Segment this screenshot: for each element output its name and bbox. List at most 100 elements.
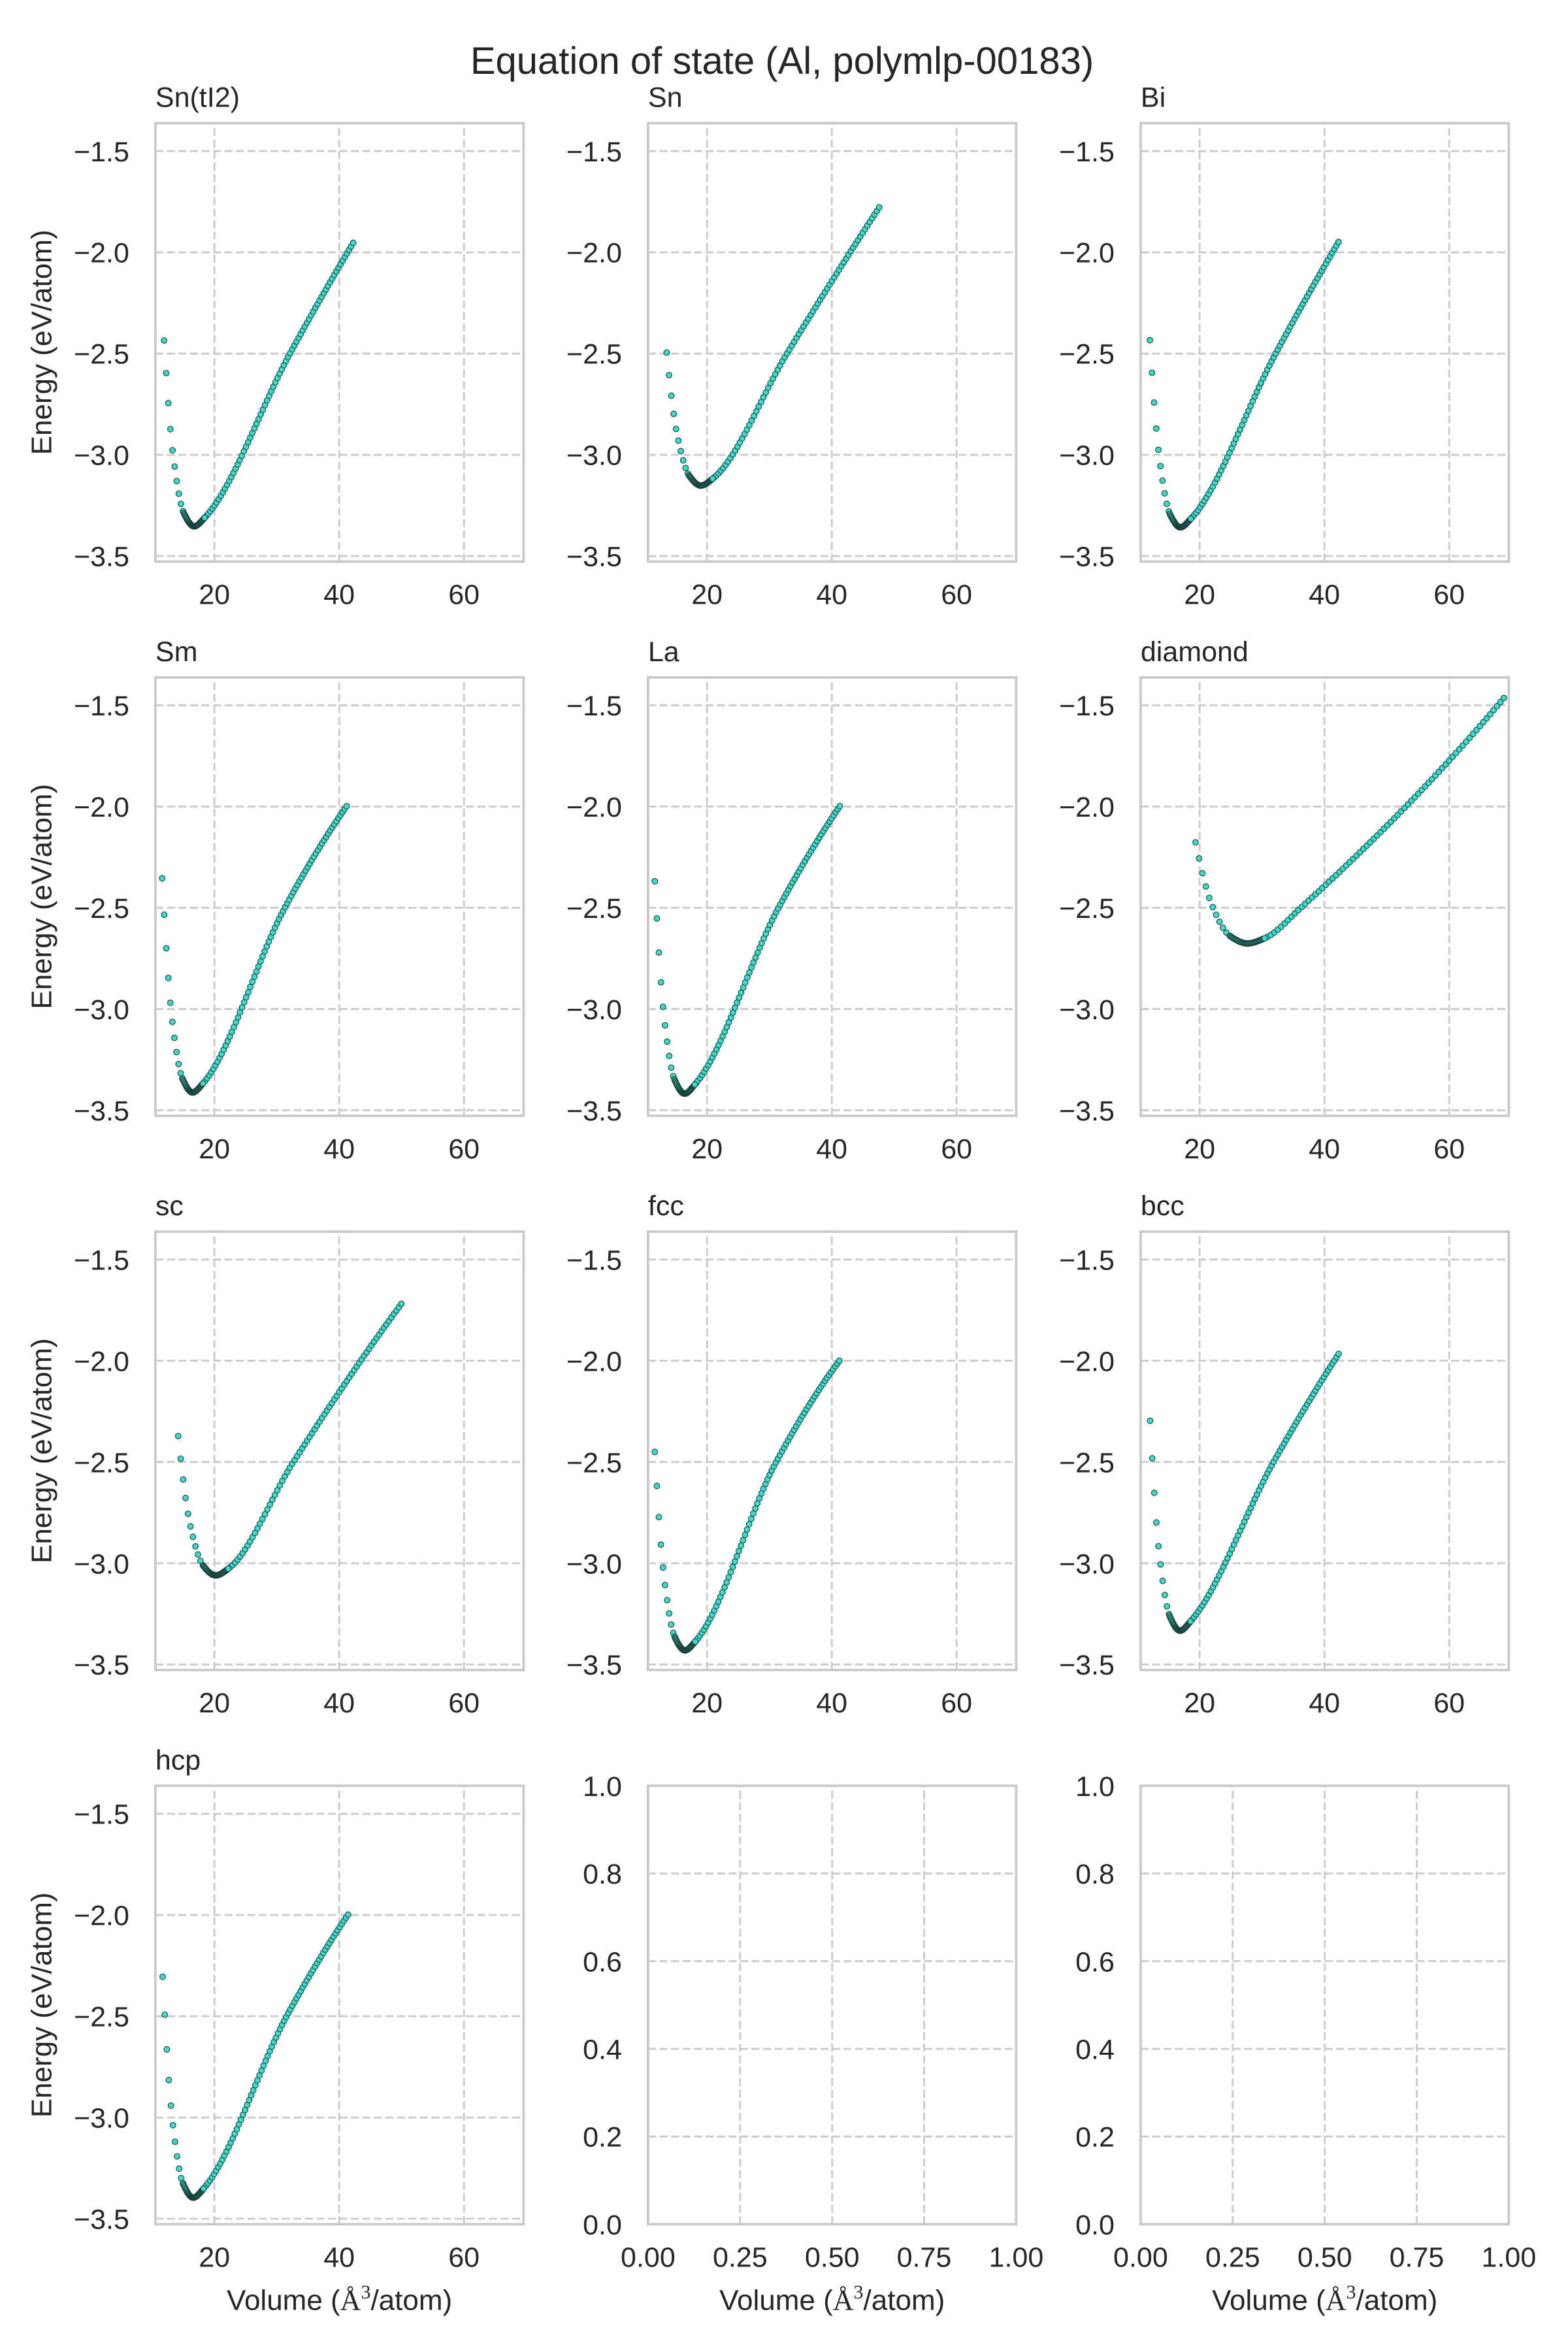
svg-text:−3.0: −3.0 (74, 1548, 129, 1580)
svg-text:0.00: 0.00 (1113, 2242, 1168, 2273)
svg-text:−3.0: −3.0 (566, 440, 622, 472)
svg-text:−2.0: −2.0 (1059, 1346, 1115, 1377)
svg-text:−3.5: −3.5 (1059, 1096, 1115, 1127)
svg-text:−2.0: −2.0 (1059, 238, 1115, 269)
svg-text:Volume (Å3/atom): Volume (Å3/atom) (719, 2281, 945, 2317)
svg-text:−2.5: −2.5 (74, 1447, 129, 1478)
svg-text:Energy (eV/atom): Energy (eV/atom) (26, 230, 58, 455)
svg-text:0.50: 0.50 (805, 2242, 860, 2273)
svg-text:diamond: diamond (1141, 636, 1249, 668)
svg-text:Energy (eV/atom): Energy (eV/atom) (26, 1892, 58, 2117)
svg-text:20: 20 (199, 2242, 230, 2273)
svg-text:0.00: 0.00 (621, 2242, 676, 2273)
svg-text:0.25: 0.25 (713, 2242, 768, 2273)
svg-text:0.8: 0.8 (1075, 1859, 1115, 1890)
svg-text:−3.5: −3.5 (1059, 542, 1115, 573)
svg-text:−1.5: −1.5 (74, 691, 129, 722)
svg-text:0.50: 0.50 (1298, 2242, 1352, 2273)
svg-text:−3.0: −3.0 (566, 1548, 622, 1580)
svg-text:60: 60 (941, 1134, 972, 1165)
svg-text:−2.0: −2.0 (74, 238, 129, 269)
svg-text:60: 60 (941, 1688, 972, 1719)
svg-text:−1.5: −1.5 (566, 137, 622, 168)
svg-text:0.75: 0.75 (897, 2242, 952, 2273)
svg-text:40: 40 (816, 580, 847, 611)
svg-text:60: 60 (448, 2242, 480, 2273)
svg-text:40: 40 (1309, 580, 1340, 611)
svg-text:20: 20 (199, 1688, 230, 1719)
svg-text:20: 20 (199, 1134, 230, 1165)
svg-text:40: 40 (323, 580, 355, 611)
svg-text:20: 20 (691, 1688, 723, 1719)
svg-text:−2.5: −2.5 (1059, 339, 1115, 370)
svg-text:Equation of state (Al, polymlp: Equation of state (Al, polymlp-00183) (470, 40, 1094, 82)
svg-text:−1.5: −1.5 (74, 1799, 129, 1831)
svg-text:−3.5: −3.5 (566, 542, 622, 573)
svg-text:sc: sc (155, 1190, 184, 1222)
svg-text:−1.5: −1.5 (566, 691, 622, 722)
svg-text:La: La (648, 636, 679, 668)
svg-text:−1.5: −1.5 (1059, 1245, 1115, 1276)
svg-text:60: 60 (1433, 1688, 1465, 1719)
svg-text:bcc: bcc (1141, 1190, 1184, 1222)
svg-text:60: 60 (1433, 580, 1465, 611)
svg-text:20: 20 (199, 580, 230, 611)
svg-text:−2.5: −2.5 (566, 893, 622, 924)
svg-text:60: 60 (1433, 1134, 1465, 1165)
svg-text:20: 20 (691, 1134, 723, 1165)
svg-text:−3.5: −3.5 (1059, 1650, 1115, 1681)
svg-text:−3.0: −3.0 (566, 994, 622, 1026)
svg-text:−3.5: −3.5 (74, 2204, 129, 2236)
svg-text:−3.0: −3.0 (1059, 440, 1115, 472)
svg-text:0.75: 0.75 (1390, 2242, 1445, 2273)
svg-text:−2.5: −2.5 (74, 339, 129, 370)
svg-text:−2.0: −2.0 (566, 238, 622, 269)
svg-text:−3.5: −3.5 (74, 1096, 129, 1127)
svg-text:0.2: 0.2 (1075, 2122, 1115, 2153)
svg-text:40: 40 (816, 1134, 847, 1165)
svg-text:40: 40 (1309, 1688, 1340, 1719)
svg-text:−3.0: −3.0 (74, 994, 129, 1026)
svg-text:−2.0: −2.0 (74, 1901, 129, 1932)
svg-text:0.0: 0.0 (583, 2210, 622, 2241)
svg-text:0.4: 0.4 (583, 2034, 622, 2066)
svg-text:−2.5: −2.5 (566, 1447, 622, 1478)
svg-text:−1.5: −1.5 (566, 1245, 622, 1276)
svg-text:Energy (eV/atom): Energy (eV/atom) (26, 1338, 58, 1563)
svg-text:−2.5: −2.5 (1059, 1447, 1115, 1478)
svg-text:40: 40 (323, 1688, 355, 1719)
svg-text:−2.0: −2.0 (1059, 792, 1115, 823)
svg-text:−3.5: −3.5 (566, 1096, 622, 1127)
svg-text:−1.5: −1.5 (74, 137, 129, 168)
svg-text:−2.5: −2.5 (74, 2002, 129, 2033)
svg-text:−2.0: −2.0 (566, 792, 622, 823)
svg-text:−3.0: −3.0 (1059, 1548, 1115, 1580)
svg-text:40: 40 (323, 1134, 355, 1165)
svg-text:Volume (Å3/atom): Volume (Å3/atom) (227, 2281, 452, 2317)
svg-text:60: 60 (448, 1688, 480, 1719)
svg-text:0.6: 0.6 (1075, 1946, 1115, 1978)
svg-text:−1.5: −1.5 (1059, 691, 1115, 722)
svg-text:40: 40 (816, 1688, 847, 1719)
svg-text:0.4: 0.4 (1075, 2034, 1115, 2066)
svg-text:−3.5: −3.5 (566, 1650, 622, 1681)
svg-text:1.0: 1.0 (583, 1771, 622, 1803)
svg-text:Volume (Å3/atom): Volume (Å3/atom) (1212, 2281, 1437, 2317)
svg-text:fcc: fcc (648, 1190, 684, 1222)
svg-text:−1.5: −1.5 (74, 1245, 129, 1276)
svg-text:60: 60 (941, 580, 972, 611)
svg-text:hcp: hcp (155, 1744, 201, 1776)
svg-text:1.0: 1.0 (1075, 1771, 1115, 1803)
svg-text:−3.0: −3.0 (74, 440, 129, 472)
svg-text:40: 40 (323, 2242, 355, 2273)
svg-text:40: 40 (1309, 1134, 1340, 1165)
svg-text:20: 20 (1184, 580, 1215, 611)
svg-text:−2.0: −2.0 (74, 1346, 129, 1377)
svg-text:1.00: 1.00 (989, 2242, 1044, 2273)
svg-text:Sn(tI2): Sn(tI2) (155, 82, 240, 114)
svg-text:20: 20 (1184, 1134, 1215, 1165)
svg-text:0.2: 0.2 (583, 2122, 622, 2153)
svg-text:−2.5: −2.5 (74, 893, 129, 924)
svg-text:Bi: Bi (1141, 82, 1166, 114)
svg-text:0.6: 0.6 (583, 1946, 622, 1978)
